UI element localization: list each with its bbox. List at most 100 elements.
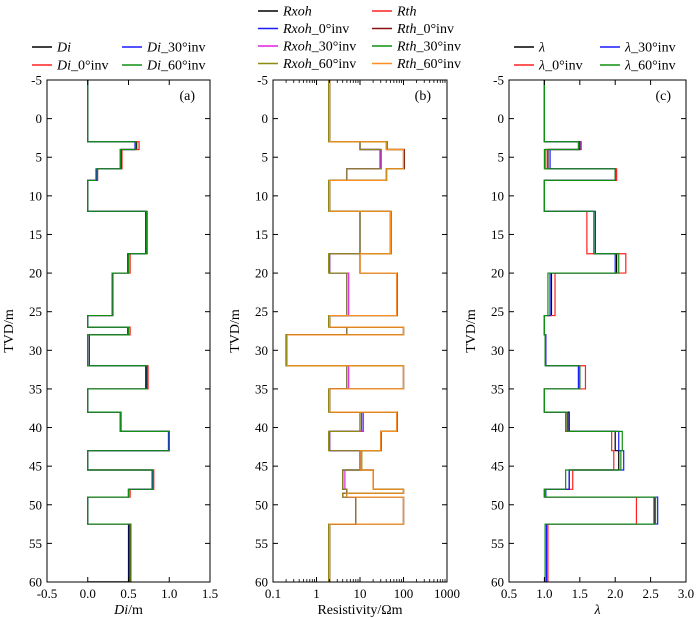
legend-entry-symbol: λ [624, 41, 631, 56]
panel-label: (b) [415, 89, 432, 104]
x-tick-label: 0.5 [120, 586, 136, 601]
y-tick-label: 35 [255, 381, 268, 396]
series-line-λ_0°inv [543, 80, 638, 582]
x-axis-title: Resistivity/Ωm [317, 603, 402, 618]
legend-entry-symbol: Di [146, 59, 161, 74]
y-tick-label: 5 [36, 150, 43, 165]
x-axis-title-symbol: λ [593, 603, 600, 618]
series-line-Rth_0°inv [285, 80, 406, 582]
legend-entry-symbol: Rth [396, 40, 416, 55]
y-tick-label: 0 [262, 111, 269, 126]
chart-panel-3: -5 0 5 10 15 20 25 30 35 40 45 50 55 600.5 1.0 1.5 2.0 2.… [464, 41, 694, 618]
chart-panel-2: -5 0 5 10 15 20 25 30 35 40 45 50 55 600.1 1 10 100 1000 R… [228, 5, 461, 618]
series-group [87, 80, 170, 582]
legend-entry-symbol: Rth [396, 57, 416, 72]
legend-entry: Rxoh_60°inv [282, 57, 356, 72]
legend-entry: Rth [396, 5, 416, 20]
legend-entry-symbol: Rth [396, 5, 416, 20]
series-line-Rxoh_60°inv [286, 80, 382, 582]
y-tick-label: 5 [262, 150, 269, 165]
y-tick-label: 10 [29, 188, 42, 203]
legend-entry-symbol: Di [56, 59, 71, 74]
y-tick-label: 35 [491, 381, 504, 396]
y-tick-label: 50 [491, 497, 504, 512]
legend-entry-suffix: _0°inv [544, 59, 583, 74]
x-tick-label: 1.5 [202, 586, 218, 601]
legend-entry-suffix: _30°inv [160, 41, 206, 56]
y-axis-title: TVD/m [464, 309, 479, 353]
legend-entry: Rxoh_0°inv [282, 22, 349, 37]
y-tick-label: 0 [36, 111, 43, 126]
y-tick-label: 60 [255, 575, 268, 590]
legend-entry-suffix: _60°inv [160, 59, 206, 74]
x-tick-label: 3.0 [678, 586, 694, 601]
y-tick-label: 15 [255, 227, 268, 242]
x-tick-label: 0.5 [501, 586, 517, 601]
panel-label: (a) [179, 89, 195, 104]
y-tick-label: -5 [31, 73, 42, 88]
y-tick-label: 30 [491, 343, 504, 358]
x-tick-label: -0.5 [37, 586, 58, 601]
x-tick-label: 10 [354, 586, 367, 601]
y-tick-label: 25 [255, 304, 268, 319]
series-line-Rxoh_30°inv [285, 80, 382, 582]
x-tick-label: 1000 [434, 586, 460, 601]
legend-entry-symbol: λ [624, 59, 631, 74]
series-group [543, 80, 659, 582]
legend-entry: λ_30°inv [624, 41, 676, 56]
y-tick-label: 15 [491, 227, 504, 242]
series-line-Rth [285, 80, 405, 582]
x-tick-label: 2.5 [642, 586, 658, 601]
y-axis-title: TVD/m [228, 309, 243, 353]
y-tick-label: 55 [255, 536, 268, 551]
y-tick-label: 0 [498, 111, 505, 126]
y-tick-label: 45 [255, 459, 268, 474]
legend-entry: Rxoh_30°inv [282, 40, 356, 55]
legend-entry-symbol: Di [146, 41, 161, 56]
legend-entry: Di_30°inv [146, 41, 206, 56]
legend-entry-symbol: Rxoh [282, 40, 312, 55]
series-group [285, 80, 406, 582]
series-line-Rxoh [285, 80, 382, 582]
y-tick-label: 35 [29, 381, 42, 396]
legend-entry: λ_60°inv [624, 59, 676, 74]
y-tick-label: 20 [29, 266, 42, 281]
legend-entry-suffix: _30°inv [630, 41, 676, 56]
x-axis-title-symbol: Di [113, 603, 128, 618]
legend-entry-suffix: _30°inv [311, 40, 357, 55]
legend-entry-suffix: _60°inv [415, 57, 461, 72]
legend-entry-symbol: λ [538, 59, 545, 74]
x-tick-label: 2.0 [607, 586, 623, 601]
x-axis-title: λ [593, 603, 600, 618]
x-tick-label: 1 [313, 586, 320, 601]
x-tick-label: 1.0 [536, 586, 552, 601]
legend-entry: λ [538, 41, 545, 56]
y-tick-label: 55 [29, 536, 42, 551]
legend-entry-suffix: _0°inv [415, 22, 454, 37]
y-tick-label: 55 [491, 536, 504, 551]
legend-entry-symbol: Rxoh [282, 5, 312, 20]
y-tick-label: 45 [491, 459, 504, 474]
y-tick-label: 60 [29, 575, 42, 590]
legend-entry-symbol: Rth [396, 22, 416, 37]
legend-entry-suffix: _60°inv [311, 57, 357, 72]
legend-entry: λ_0°inv [538, 59, 583, 74]
legend-entry-suffix: _60°inv [630, 59, 676, 74]
plot-frame [272, 79, 448, 583]
legend-entry: Rth_30°inv [396, 40, 461, 55]
series-line-Rth_60°inv [286, 80, 405, 582]
y-axis-title: TVD/m [2, 309, 17, 353]
legend-entry: Di_0°inv [56, 59, 109, 74]
y-tick-label: 40 [255, 420, 268, 435]
legend-entry-symbol: λ [538, 41, 545, 56]
series-line-λ_30°inv [543, 80, 659, 582]
y-tick-label: 25 [491, 304, 504, 319]
x-axis-title-unit: /m [128, 603, 143, 618]
y-tick-label: 10 [255, 188, 268, 203]
y-tick-label: 60 [491, 575, 504, 590]
legend-entry-suffix: _0°inv [70, 59, 109, 74]
panel-label: (c) [655, 89, 671, 104]
x-tick-label: 1.5 [572, 586, 588, 601]
y-tick-label: 25 [29, 304, 42, 319]
